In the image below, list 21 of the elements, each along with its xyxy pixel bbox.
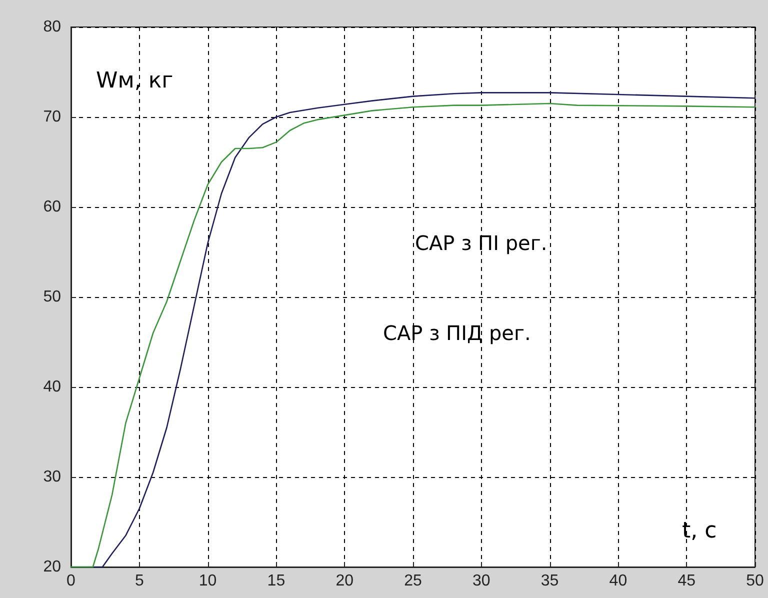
- x-tick-label: 30: [472, 572, 490, 590]
- x-tick-label: 50: [746, 572, 764, 590]
- y-tick-label: 20: [43, 558, 62, 576]
- y-axis-title: Wм, кг: [96, 68, 174, 94]
- x-tick-label: 25: [404, 572, 422, 590]
- y-tick-label: 50: [43, 288, 62, 306]
- x-tick-label: 40: [609, 572, 628, 590]
- x-tick-label: 20: [336, 572, 354, 590]
- x-tick-label: 45: [678, 572, 696, 590]
- y-tick-label: 30: [43, 468, 62, 486]
- y-tick-label: 70: [43, 108, 62, 126]
- x-tick-label: 15: [267, 572, 286, 590]
- x-tick-label: 0: [66, 572, 76, 590]
- x-tick-label: 10: [198, 572, 217, 590]
- annotation: САР з ПІД рег.: [383, 321, 531, 345]
- x-tick-label: 35: [540, 572, 559, 590]
- y-tick-label: 60: [43, 198, 62, 216]
- x-tick-label: 5: [134, 572, 144, 590]
- x-axis-title: t, с: [682, 518, 717, 544]
- y-tick-label: 80: [43, 18, 62, 36]
- y-tick-label: 40: [43, 378, 62, 396]
